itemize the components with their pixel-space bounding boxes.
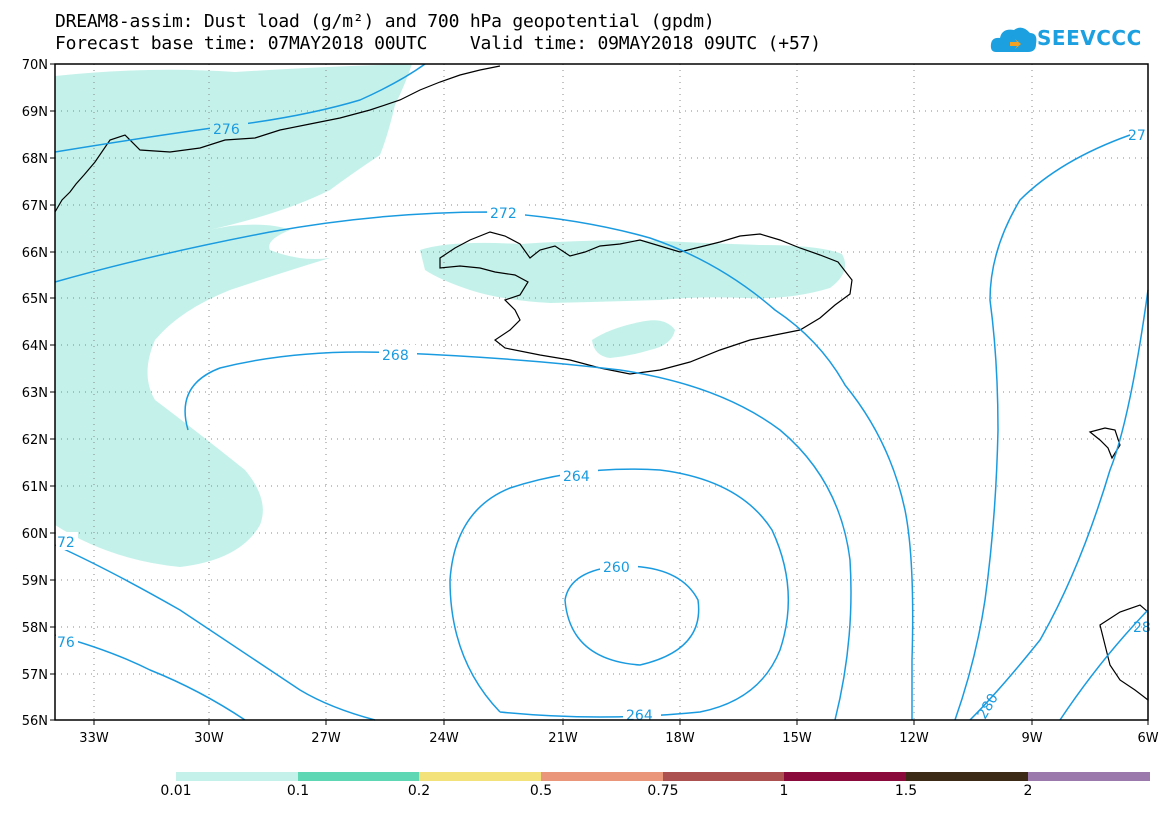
- colorbar-label: 1.5: [894, 783, 918, 799]
- colorbar-segment: [906, 772, 1028, 781]
- contour-276-sw: [54, 634, 246, 721]
- contour-260: [564, 565, 700, 666]
- latitude-labels: 70N 69N 68N 67N 66N 65N 64N 63N 62N 61N …: [22, 58, 48, 729]
- greenland-coast: [54, 65, 501, 213]
- colorbar-label: 2: [1023, 783, 1033, 799]
- lon-label: 30W: [194, 731, 224, 746]
- colorbar-segment: [1028, 772, 1150, 781]
- lat-label: 56N: [22, 714, 48, 729]
- contour-label: 72: [57, 535, 75, 551]
- lat-label: 63N: [22, 386, 48, 401]
- contour-label: 268: [382, 348, 409, 364]
- lat-label: 62N: [22, 433, 48, 448]
- lat-label: 61N: [22, 480, 48, 495]
- logo-text: SEEVCCC: [1037, 26, 1142, 50]
- contour-284: [1059, 609, 1149, 721]
- geopotential-contours: [54, 63, 1149, 721]
- lat-label: 66N: [22, 246, 48, 261]
- colorbar-label: 0.75: [647, 783, 679, 799]
- contour-label: 27: [1128, 128, 1146, 144]
- contour-272-east: [954, 134, 1131, 721]
- colorbar-segment: [419, 772, 541, 781]
- contour-label: 28: [1133, 620, 1151, 636]
- colorbar-segment: [663, 772, 784, 781]
- lat-label: 69N: [22, 105, 48, 120]
- colorbar-label: 0.2: [407, 783, 431, 799]
- colorbar-label: 0.01: [160, 783, 192, 799]
- iceland-coast: [439, 231, 853, 375]
- lon-label: 18W: [665, 731, 695, 746]
- contour-label: 76: [57, 635, 75, 651]
- contour-label: 264: [626, 708, 653, 724]
- lat-label: 65N: [22, 292, 48, 307]
- tick-marks: [50, 63, 1149, 725]
- colorbar-segment: [541, 772, 663, 781]
- longitude-labels: 33W 30W 27W 24W 21W 18W 15W 12W 9W 6W: [79, 731, 1158, 746]
- lon-label: 21W: [548, 731, 578, 746]
- contour-label: 264: [563, 469, 590, 485]
- contour-label: 280: [975, 691, 1002, 722]
- lat-label: 64N: [22, 339, 48, 354]
- dust-load-shading: [55, 64, 846, 567]
- contour-label: 272: [490, 206, 517, 222]
- colorbar-segment: [784, 772, 906, 781]
- lon-label: 9W: [1021, 731, 1042, 746]
- contour-272: [54, 211, 914, 720]
- map-subtitle: Forecast base time: 07MAY2018 00UTC Vali…: [55, 33, 821, 54]
- contour-label: 276: [213, 122, 240, 138]
- colorbar-label: 0.1: [286, 783, 310, 799]
- map-title: DREAM8-assim: Dust load (g/m²) and 700 h…: [55, 11, 715, 32]
- contour-268: [184, 351, 852, 721]
- lon-label: 27W: [311, 731, 341, 746]
- colorbar-label: 1: [779, 783, 789, 799]
- contour-280: [969, 289, 1149, 721]
- lat-label: 67N: [22, 199, 48, 214]
- cloud-icon: [990, 27, 1037, 52]
- lon-label: 33W: [79, 731, 109, 746]
- grid-lines: [55, 64, 1148, 720]
- lon-label: 12W: [899, 731, 929, 746]
- lat-label: 68N: [22, 152, 48, 167]
- lat-label: 70N: [22, 58, 48, 73]
- lon-label: 15W: [782, 731, 812, 746]
- contour-272-sw: [54, 544, 376, 721]
- lat-label: 57N: [22, 668, 48, 683]
- colorbar-segment: [298, 772, 419, 781]
- contour-264: [449, 468, 790, 718]
- lon-label: 24W: [429, 731, 459, 746]
- colorbar-label: 0.5: [529, 783, 553, 799]
- contour-276: [54, 63, 426, 153]
- lon-label: 6W: [1137, 731, 1158, 746]
- lat-label: 60N: [22, 527, 48, 542]
- lat-label: 58N: [22, 621, 48, 636]
- contour-label: 260: [603, 560, 630, 576]
- lat-label: 59N: [22, 574, 48, 589]
- colorbar-segment: [176, 772, 298, 781]
